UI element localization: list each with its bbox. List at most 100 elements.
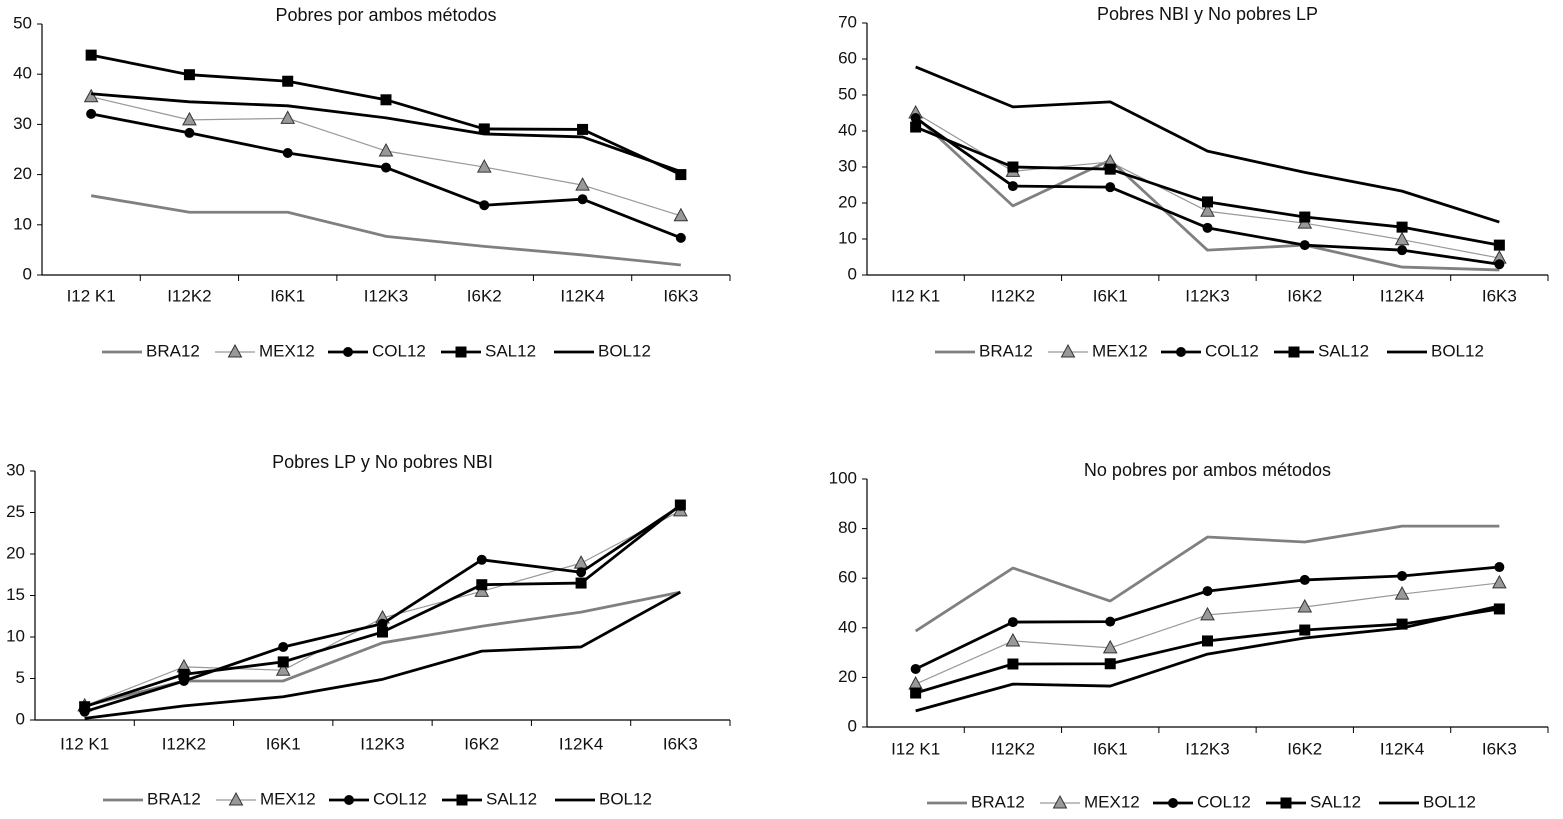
point [1397,245,1408,256]
point [1007,161,1019,173]
legend-label: BOL12 [1423,792,1476,811]
legend-label: SAL12 [1310,792,1361,811]
point [1493,239,1505,251]
x-tick-label: I12K3 [364,286,408,305]
y-tick-label: 20 [838,667,857,686]
legend-label: SAL12 [486,789,537,808]
y-tick-label: 20 [838,192,857,211]
point [1007,617,1018,628]
legend-label: BOL12 [599,789,652,808]
y-tick-label: 60 [838,48,857,67]
point [908,676,923,690]
legend-marker [1280,797,1292,809]
point [910,121,922,133]
x-tick-label: I6K2 [1287,739,1322,758]
point [1492,574,1507,589]
legend-marker [456,794,468,806]
point [1299,211,1311,223]
point [282,75,294,87]
legend-label: BRA12 [979,341,1033,360]
x-tick-label: I6K1 [266,734,301,753]
y-tick-label: 50 [13,13,32,32]
series-line [915,112,1500,259]
y-tick-label: 10 [13,214,32,233]
point [1007,181,1018,192]
x-tick-label: I12 K1 [60,734,109,753]
series-line [84,503,682,709]
y-tick-label: 100 [829,468,857,487]
x-tick-label: I12 K1 [891,739,940,758]
point [1102,639,1118,654]
legend-label: COL12 [372,341,426,360]
y-tick-label: 40 [838,617,857,636]
x-tick-label: I12 K1 [891,286,940,305]
point [476,554,487,565]
point [577,194,588,205]
y-tick-label: 15 [6,585,25,604]
y-tick-label: 30 [13,114,32,133]
point [377,626,388,638]
point [1105,182,1116,193]
point [282,148,293,159]
point [573,555,589,569]
point [910,687,922,699]
point [673,207,689,222]
x-tick-label: I6K3 [1482,739,1517,758]
legend-label: SAL12 [1318,341,1369,360]
point [275,662,291,676]
point [380,94,392,106]
y-tick-label: 20 [6,543,25,562]
point [1396,221,1408,233]
point [1007,658,1019,670]
point [575,577,587,589]
legend-marker [1176,347,1186,357]
point [478,123,490,135]
point [1396,618,1408,630]
point [1494,259,1505,270]
point [675,169,687,181]
legend-marker [228,791,244,806]
point [378,142,394,157]
chart-title: Pobres por ambos métodos [275,5,496,25]
point [675,232,686,243]
legend-marker [455,346,467,358]
y-tick-label: 30 [6,460,25,479]
legend-marker [1288,346,1300,358]
y-tick-label: 60 [838,568,857,587]
point [476,579,488,591]
point [1200,606,1215,621]
x-tick-label: I6K1 [1093,286,1128,305]
legend-label: SAL12 [485,341,536,360]
x-tick-label: I12 K1 [67,286,116,305]
x-tick-label: I12K2 [991,286,1035,305]
point [1202,635,1213,647]
series-line [915,607,1500,695]
point [381,162,391,173]
legend-label: COL12 [1197,792,1251,811]
series-line [90,53,682,176]
point [377,618,388,629]
legend-label: COL12 [373,789,427,808]
x-tick-label: I12K4 [560,286,604,305]
y-tick-label: 80 [838,518,857,537]
legend-marker [1052,794,1068,809]
point [83,88,99,103]
point [1394,231,1410,246]
y-tick-label: 40 [13,64,32,83]
point [1299,624,1311,636]
series-line [915,65,1500,224]
legend-label: MEX12 [259,341,315,360]
legend-label: MEX12 [260,789,316,808]
point [674,499,686,511]
x-tick-label: I6K1 [1093,739,1128,758]
chart-title: Pobres LP y No pobres NBI [272,452,493,472]
legend-label: BRA12 [971,792,1025,811]
chart-title: Pobres NBI y No pobres LP [1097,4,1318,24]
chart-title: No pobres por ambos métodos [1084,460,1331,480]
point [280,110,296,124]
y-tick-label: 20 [13,164,32,183]
series-line [91,92,682,173]
point [1493,603,1505,615]
y-tick-label: 25 [6,502,25,521]
x-tick-label: I6K2 [467,286,502,305]
